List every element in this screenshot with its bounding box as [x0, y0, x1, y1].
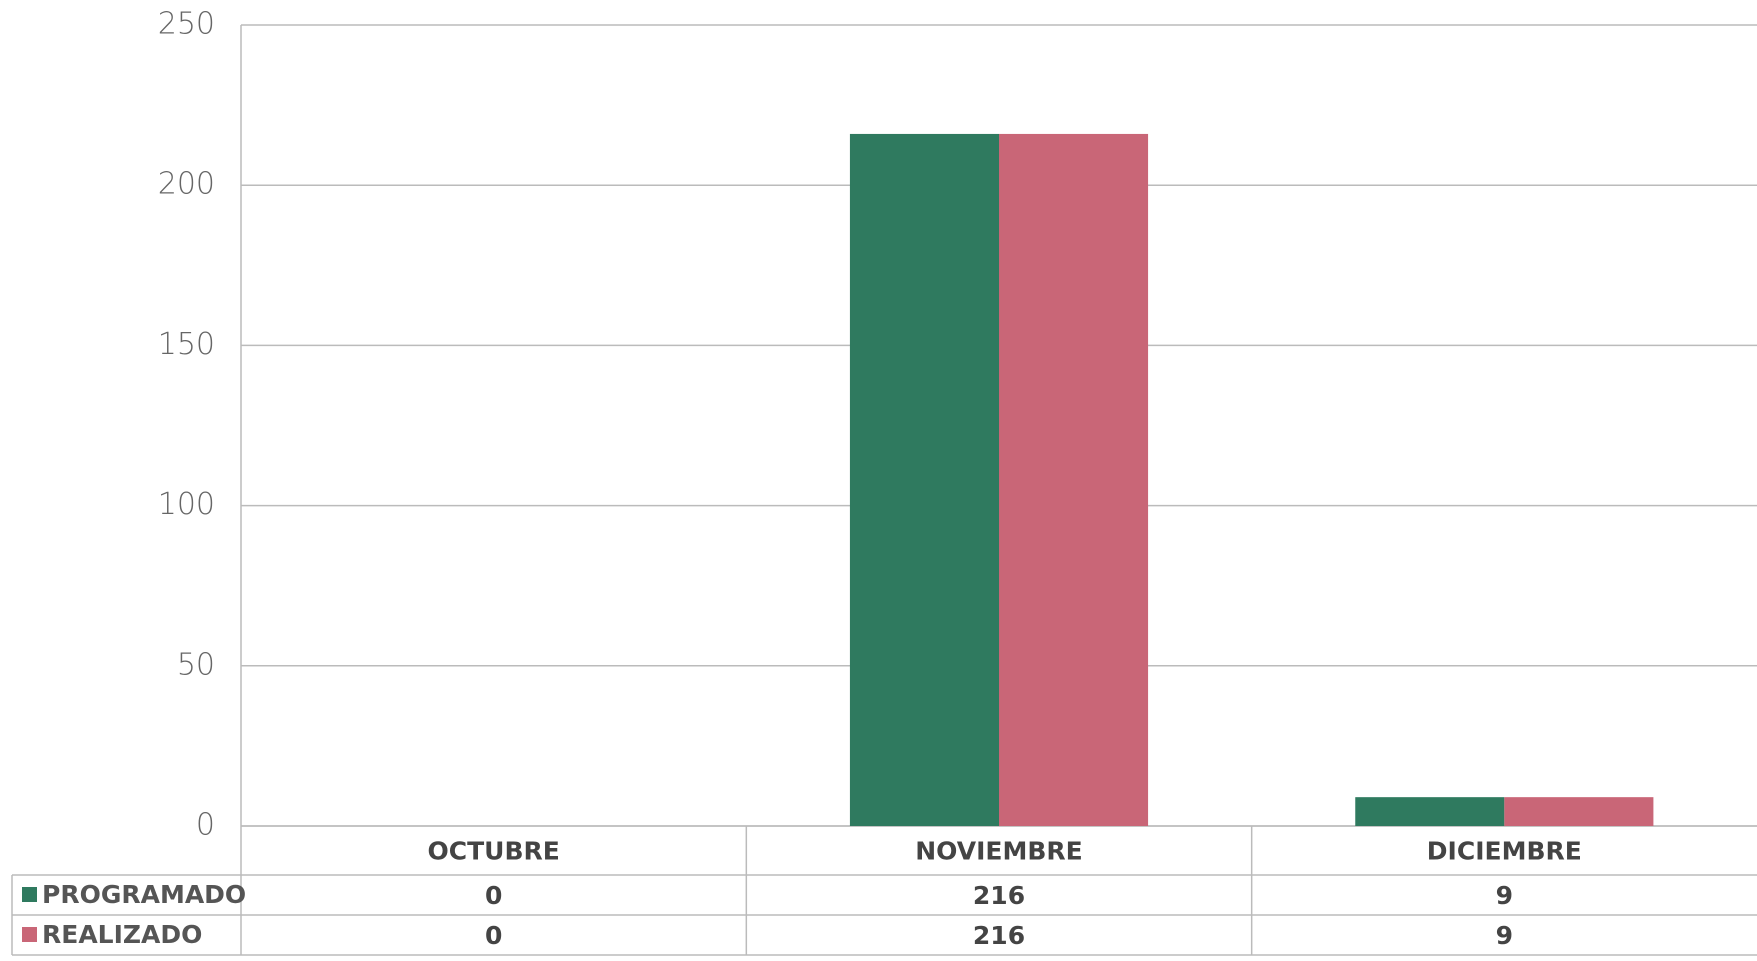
table-cell: 0	[485, 921, 502, 950]
legend-label: REALIZADO	[42, 920, 202, 949]
bar	[1504, 797, 1654, 826]
legend-swatch	[22, 927, 37, 942]
legend-label: PROGRAMADO	[42, 880, 246, 909]
table-cell: 9	[1496, 921, 1513, 950]
table-cell: 0	[485, 881, 502, 910]
table-cell: 9	[1496, 881, 1513, 910]
bar	[1355, 797, 1505, 826]
bar	[849, 133, 999, 826]
bar	[999, 133, 1149, 826]
y-tick-label: 250	[158, 7, 215, 42]
y-tick-label: 50	[177, 647, 215, 682]
table-cell: 216	[973, 881, 1025, 910]
table-cell: 216	[973, 921, 1025, 950]
x-tick-label: NOVIEMBRE	[915, 837, 1083, 866]
x-tick-label: DICIEMBRE	[1427, 837, 1582, 866]
y-tick-label: 150	[158, 327, 215, 362]
x-tick-label: OCTUBRE	[427, 837, 559, 866]
y-tick-label: 100	[158, 487, 215, 522]
y-tick-label: 0	[196, 808, 215, 843]
y-tick-label: 200	[158, 167, 215, 202]
legend-swatch	[22, 887, 37, 902]
